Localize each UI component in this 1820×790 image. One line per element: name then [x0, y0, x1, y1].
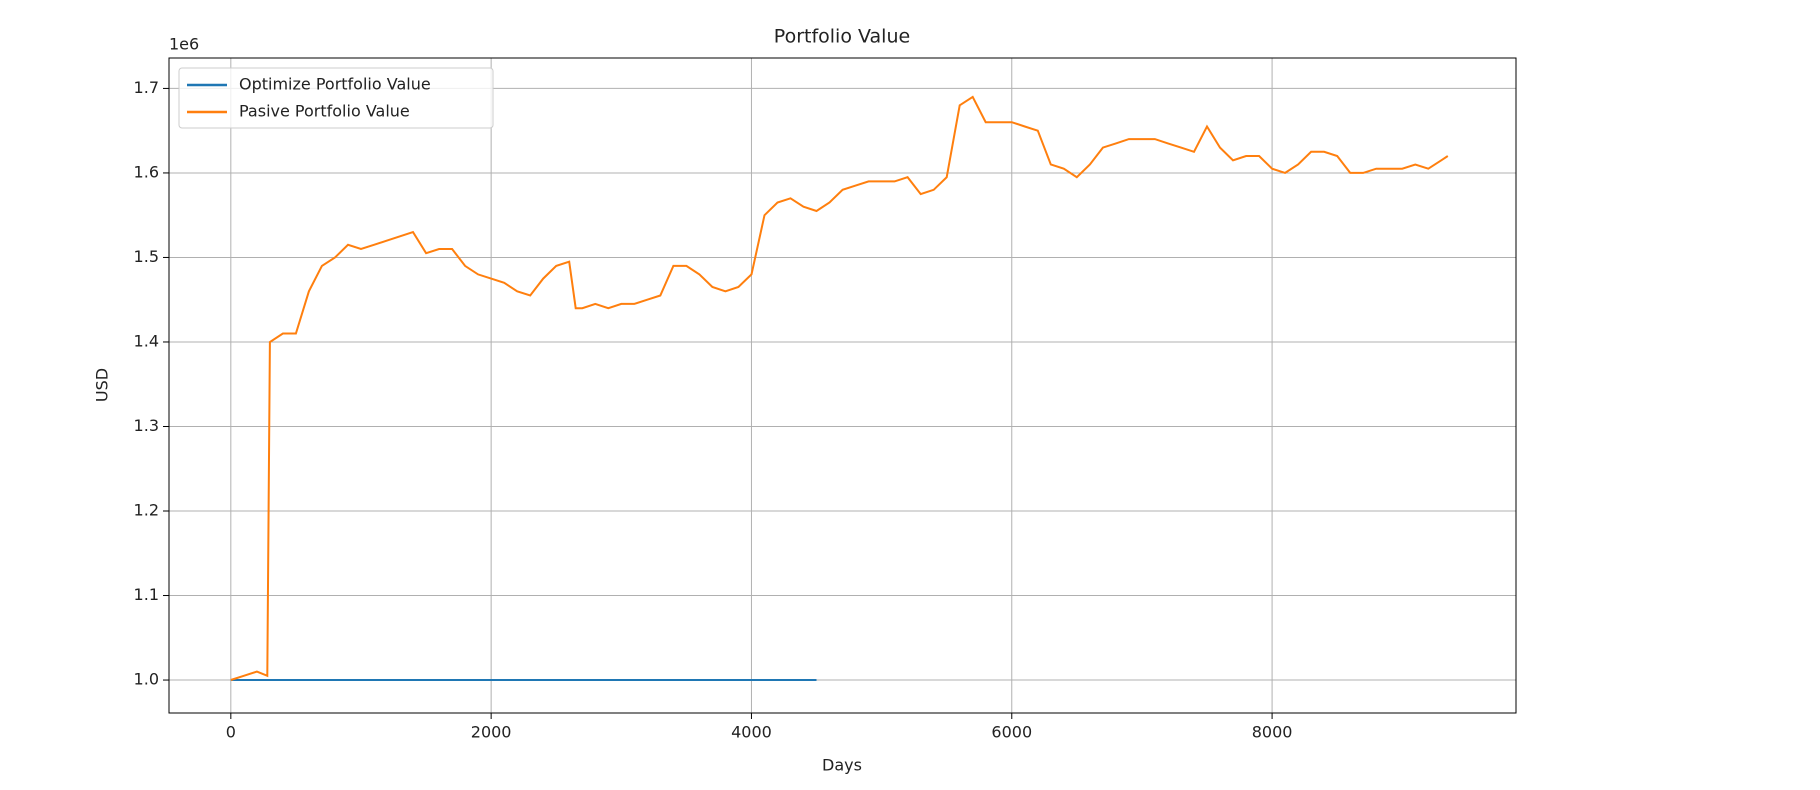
y-tick-label: 1.4: [134, 331, 159, 350]
y-tick-label: 1.5: [134, 247, 159, 266]
x-tick-label: 2000: [471, 723, 512, 742]
y-tick-label: 1.7: [134, 78, 159, 97]
x-tick-label: 8000: [1252, 723, 1293, 742]
y-tick-label: 1.0: [134, 670, 159, 689]
y-offset-label: 1e6: [169, 35, 199, 54]
legend-label: Pasive Portfolio Value: [239, 102, 410, 121]
y-axis-label: USD: [93, 368, 112, 402]
x-tick-label: 6000: [991, 723, 1032, 742]
legend-box: [178, 67, 494, 129]
y-tick-label: 1.3: [134, 416, 159, 435]
x-tick-label: 4000: [731, 723, 772, 742]
y-tick-label: 1.2: [134, 501, 159, 520]
series-line: [230, 95, 1449, 681]
legend-label: Optimize Portfolio Value: [239, 75, 431, 94]
y-tick-label: 1.1: [134, 585, 159, 604]
chart-title: Portfolio Value: [774, 26, 910, 48]
x-tick-label: 0: [226, 723, 236, 742]
axes-frame: [168, 57, 1517, 714]
y-tick-label: 1.6: [134, 162, 159, 181]
x-axis-label: Days: [822, 756, 862, 775]
